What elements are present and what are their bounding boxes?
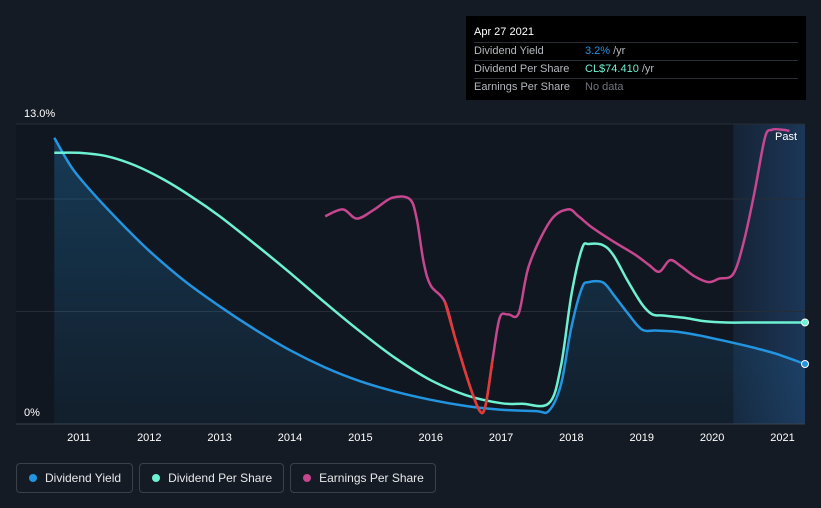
past-label: Past (775, 131, 797, 143)
tooltip-row-dividend-per-share: Dividend Per Share CL$74.410 /yr (474, 60, 798, 78)
chart-legend: Dividend Yield Dividend Per Share Earnin… (16, 463, 436, 493)
legend-item-dividend-yield[interactable]: Dividend Yield (16, 463, 134, 493)
legend-item-dividend-per-share[interactable]: Dividend Per Share (139, 463, 285, 493)
tooltip-value: 3.2% (585, 45, 611, 57)
end-marker-dividend-per-share (801, 318, 809, 327)
tooltip-date: Apr 27 2021 (474, 26, 534, 38)
series-end-markers (801, 318, 809, 368)
x-tick-label: 2016 (418, 432, 442, 444)
tooltip-unit: /yr (613, 45, 626, 57)
series-areas (54, 137, 806, 425)
y-tick-label-top: 13.0% (24, 108, 55, 120)
tooltip-row-earnings-per-share: Earnings Per Share No data (474, 78, 798, 96)
series-line-earnings-per-share (324, 127, 790, 415)
series-line-earnings-per-share-decline (443, 301, 494, 415)
tooltip-label: Dividend Yield (474, 45, 544, 57)
series-lines (53, 127, 806, 415)
legend-dot-icon (152, 474, 161, 482)
x-tick-label: 2019 (630, 432, 654, 444)
tooltip-label: Dividend Per Share (474, 63, 570, 75)
end-marker-dividend-yield (801, 360, 809, 368)
legend-dot-icon (29, 474, 37, 482)
x-tick-label: 2017 (489, 432, 513, 444)
legend-item-earnings-per-share[interactable]: Earnings Per Share (290, 463, 436, 493)
legend-label: Dividend Yield (45, 471, 122, 485)
legend-label: Dividend Per Share (168, 471, 273, 485)
y-tick-label-bottom: 0% (24, 407, 40, 419)
x-tick-label: 2013 (207, 432, 231, 444)
hover-tooltip: Apr 27 2021 Dividend Yield 3.2% /yr Divi… (466, 16, 806, 100)
x-tick-label: 2015 (348, 432, 372, 444)
series-line-dividend-yield (53, 137, 806, 415)
x-tick-label: 2018 (559, 432, 583, 444)
x-tick-label: 2020 (700, 432, 724, 444)
tooltip-unit: /yr (641, 63, 655, 75)
tooltip-value: No data (585, 81, 624, 93)
x-tick-label: 2014 (278, 432, 302, 444)
tooltip-row-dividend-yield: Dividend Yield 3.2% /yr (474, 42, 798, 60)
x-tick-label: 2011 (67, 432, 91, 444)
legend-label: Earnings Per Share (319, 471, 424, 485)
legend-dot-icon (303, 474, 312, 482)
series-line-dividend-per-share (54, 151, 805, 408)
x-axis-ticks: 2011 2012 2013 2014 2015 2016 2017 2018 2019 2020… (67, 432, 795, 444)
x-tick-label: 2012 (137, 432, 161, 444)
series-area-dividend-yield (54, 137, 806, 425)
tooltip-value: CL$74.410 (585, 63, 639, 75)
x-tick-label: 2021 (770, 432, 794, 444)
tooltip-label: Earnings Per Share (474, 81, 570, 93)
